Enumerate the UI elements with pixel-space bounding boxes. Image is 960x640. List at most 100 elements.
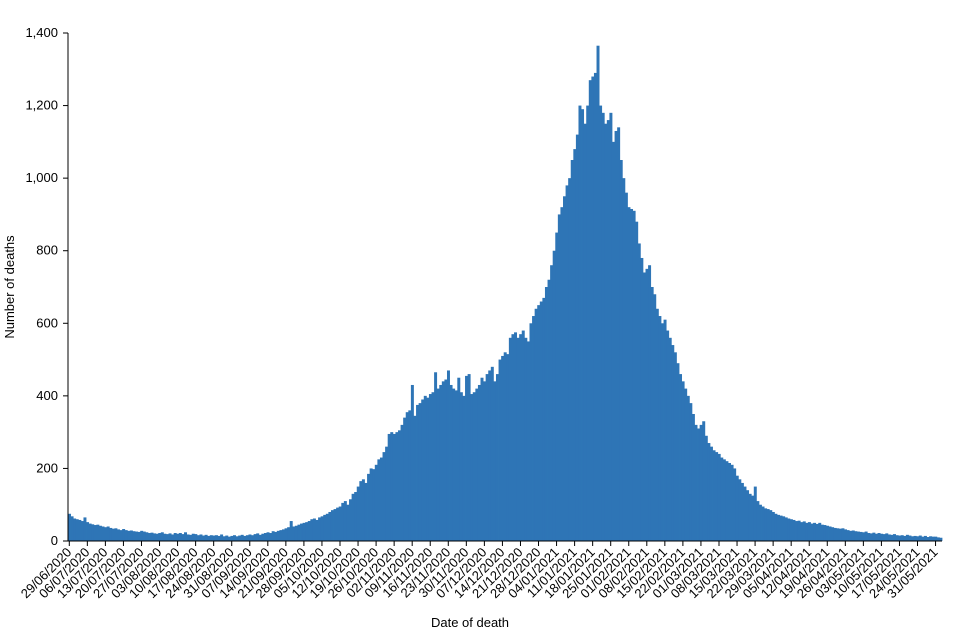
bar — [769, 510, 773, 541]
bar — [722, 459, 726, 541]
bar — [862, 532, 866, 541]
bar — [147, 533, 151, 541]
bar — [764, 508, 768, 541]
bar — [627, 207, 631, 541]
bar — [756, 501, 760, 541]
bar — [877, 533, 881, 541]
bar — [841, 528, 845, 541]
bar — [356, 486, 360, 541]
bar — [271, 531, 275, 541]
bar — [379, 457, 383, 541]
bar — [684, 388, 688, 541]
bar — [475, 388, 479, 541]
bar — [818, 522, 822, 541]
bar — [70, 516, 74, 541]
bar — [495, 374, 499, 541]
bar — [611, 141, 615, 541]
bar — [921, 536, 925, 541]
bar — [330, 510, 334, 541]
bar — [263, 533, 267, 541]
bar — [114, 528, 118, 541]
bar — [570, 160, 574, 541]
bar — [900, 535, 904, 541]
bar — [529, 323, 533, 541]
bar — [766, 509, 770, 541]
bar — [361, 479, 365, 541]
bar — [895, 535, 899, 541]
bar — [140, 530, 144, 541]
bar — [217, 535, 221, 541]
bar — [720, 457, 724, 541]
bar — [305, 522, 309, 541]
bar — [658, 316, 662, 541]
bar — [743, 486, 747, 541]
bar — [364, 482, 368, 541]
bar — [315, 519, 319, 541]
bar — [774, 513, 778, 541]
bar — [312, 518, 316, 541]
bar — [691, 414, 695, 541]
bar — [318, 517, 322, 541]
y-tick-label: 200 — [36, 460, 58, 475]
bar — [578, 105, 582, 542]
bar — [369, 468, 373, 541]
bar — [782, 516, 786, 541]
bar — [165, 534, 169, 541]
bar — [207, 535, 211, 541]
bar — [516, 337, 520, 541]
bar — [503, 352, 507, 541]
bar — [129, 530, 133, 541]
bar — [849, 530, 853, 541]
y-tick-label: 600 — [36, 315, 58, 330]
bar — [135, 531, 139, 541]
bar — [212, 535, 216, 541]
bar — [302, 522, 306, 541]
bar — [539, 301, 543, 541]
bar — [939, 537, 943, 541]
bar — [96, 524, 100, 541]
bar — [642, 272, 646, 541]
bar — [867, 533, 871, 541]
bar — [738, 479, 742, 541]
bar — [725, 461, 729, 541]
bar — [111, 528, 115, 541]
bar — [815, 523, 819, 541]
bar — [771, 511, 775, 541]
bar — [735, 475, 739, 541]
bar — [498, 359, 502, 541]
bar — [243, 535, 247, 541]
bar — [336, 507, 340, 541]
bar — [586, 105, 590, 542]
bar — [240, 534, 244, 541]
bar — [547, 279, 551, 541]
bar — [648, 265, 652, 541]
bar — [544, 287, 548, 541]
bar — [655, 308, 659, 541]
bar — [802, 521, 806, 541]
bar — [431, 392, 435, 541]
bar — [758, 504, 762, 541]
bar — [882, 534, 886, 541]
bar — [800, 522, 804, 541]
bar — [712, 450, 716, 541]
bar — [728, 462, 731, 541]
bar — [214, 535, 218, 541]
bar — [697, 428, 701, 541]
bar — [859, 531, 863, 541]
bar — [462, 395, 466, 541]
bar — [222, 536, 226, 541]
bar — [810, 523, 814, 541]
bar — [238, 535, 242, 541]
bar — [506, 354, 510, 541]
bar — [178, 533, 182, 541]
bar — [898, 535, 902, 541]
bar — [457, 377, 461, 541]
bar — [880, 533, 884, 541]
bar — [761, 506, 765, 541]
bar — [606, 120, 610, 541]
bar — [176, 533, 180, 541]
bar — [838, 528, 842, 541]
bar — [83, 517, 87, 541]
bar — [320, 516, 324, 541]
bar — [163, 533, 167, 541]
